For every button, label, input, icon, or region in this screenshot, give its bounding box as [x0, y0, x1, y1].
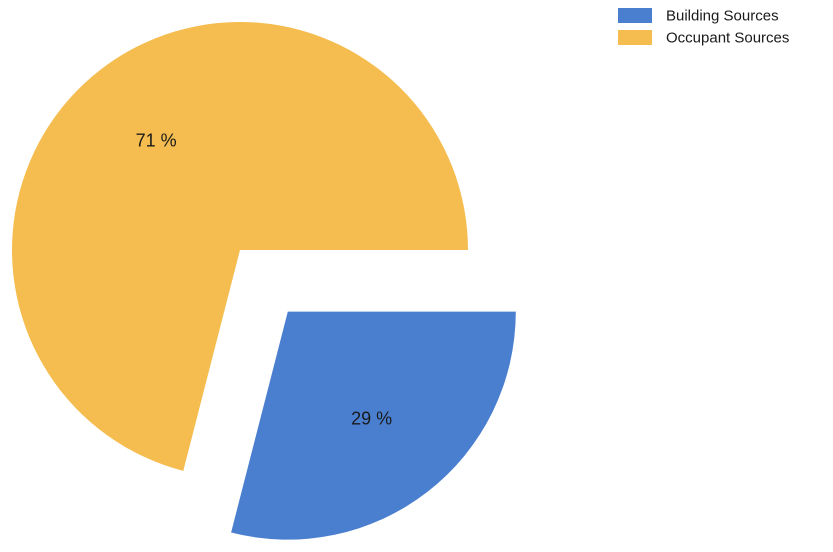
slice-label-occupant-sources: 71 %: [136, 131, 177, 151]
slice-label-building-sources: 29 %: [351, 408, 392, 428]
slice-labels: 29 % 71 %: [136, 131, 393, 429]
legend-label: Occupant Sources: [666, 29, 789, 46]
legend-swatch: [618, 8, 652, 23]
legend-swatch: [618, 30, 652, 45]
pie-slices: [12, 22, 516, 540]
legend-item-occupant-sources: Occupant Sources: [618, 29, 789, 46]
pie-slice-building-sources: [231, 311, 516, 540]
pie-slice-occupant-sources: [12, 22, 468, 471]
legend-item-building-sources: Building Sources: [618, 7, 779, 24]
legend-label: Building Sources: [666, 7, 779, 24]
legend: Building Sources Occupant Sources: [618, 7, 789, 46]
